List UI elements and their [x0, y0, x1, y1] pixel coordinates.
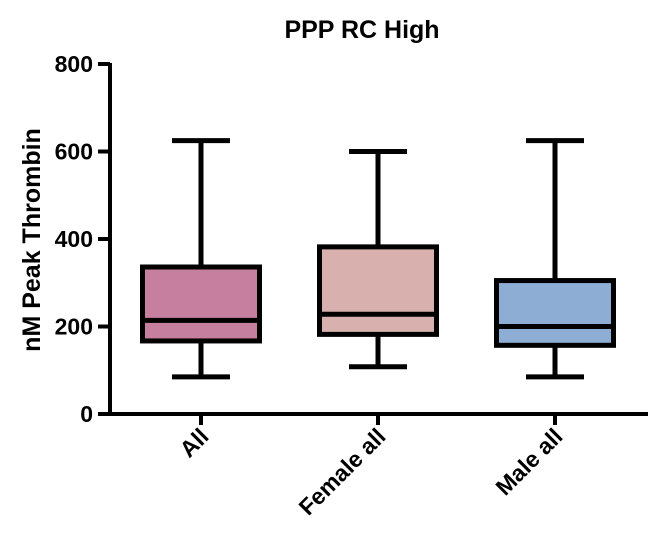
box-series	[140, 138, 616, 380]
box-2	[317, 149, 439, 370]
x-tick-label: All	[174, 423, 213, 462]
box-iqr	[317, 244, 439, 337]
box-iqr	[140, 264, 262, 344]
y-axis-label: nM Peak Thrombin	[18, 128, 46, 352]
y-axis: 0 200 400 600 800	[55, 51, 112, 427]
y-tick-label: 400	[55, 226, 93, 252]
y-tick-label: 200	[55, 314, 93, 340]
y-tick-label: 800	[55, 51, 93, 77]
box-3	[494, 138, 616, 380]
box-1	[140, 138, 262, 380]
y-tick-label: 600	[55, 139, 93, 165]
x-axis: All Female all Male all	[108, 412, 648, 520]
chart-title: PPP RC High	[284, 16, 439, 44]
x-tick-label: Female all	[293, 423, 390, 520]
x-tick-label: Male all	[490, 423, 567, 500]
box-iqr	[494, 278, 616, 348]
y-tick-label: 0	[80, 401, 93, 427]
